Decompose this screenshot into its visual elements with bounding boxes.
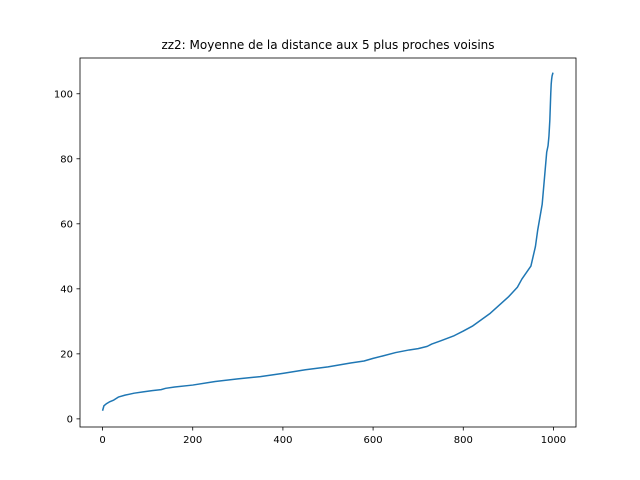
plot-frame: [79, 57, 577, 428]
x-tick-label: 200: [183, 435, 202, 446]
x-tick-label: 0: [99, 435, 105, 446]
y-tick-label: 60: [60, 219, 73, 230]
y-tick-label: 0: [67, 414, 73, 425]
y-tick-label: 100: [54, 89, 73, 100]
x-tick-label: 800: [454, 435, 473, 446]
x-tick-label: 600: [364, 435, 383, 446]
plot-area: 0 200 400 600 800 1000 0 20 40 60 80 100: [54, 57, 577, 446]
y-tick-label: 80: [60, 154, 73, 165]
y-tick-label: 40: [60, 284, 73, 295]
series-line-0: [101, 72, 554, 411]
chart-title: zz2: Moyenne de la distance aux 5 plus p…: [161, 38, 494, 52]
x-tick-label: 400: [273, 435, 292, 446]
y-tick-label: 20: [60, 349, 73, 360]
x-tick-label: 1000: [541, 435, 566, 446]
